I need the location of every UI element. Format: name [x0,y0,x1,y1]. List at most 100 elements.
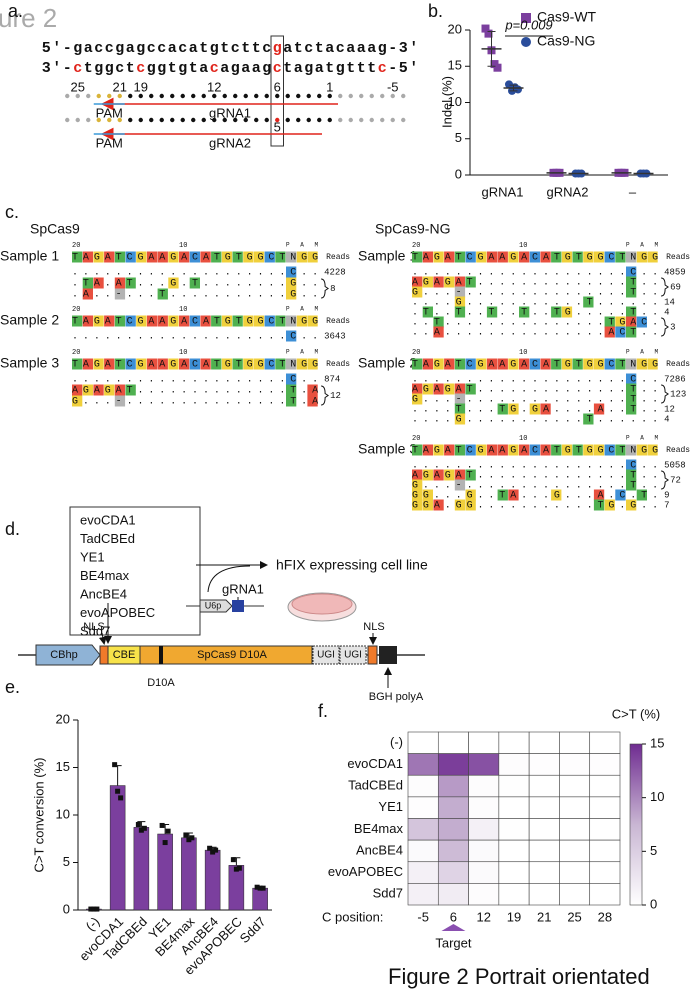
base-cell [636,316,647,328]
base-cell [604,326,615,338]
base-cell [636,251,647,263]
point [88,906,94,912]
point [159,822,165,828]
base-cell [433,499,444,511]
ruler-label: 20 [72,349,80,357]
sequence: ....................C.. [412,268,658,279]
base-cell [253,251,265,263]
read-count: 8 [330,284,335,294]
read-count: 4228 [324,267,346,277]
column-label: 25 [567,909,581,924]
base-cell [626,383,637,395]
brace [661,384,670,404]
heat-cell [437,818,469,841]
base-cell [519,444,530,456]
base-cell [433,444,444,456]
base-dot [212,93,217,99]
base-cell [422,306,433,318]
base-cell [626,459,637,471]
base-dot [117,93,122,99]
base-cell [412,251,423,263]
base-cell [626,373,637,385]
sequence: AGAGAT..............T.A [72,386,318,397]
column-label: 19 [507,909,521,924]
base-cell [422,489,433,501]
legend-label: Cas9-WT [537,9,597,25]
sample-name: Sample 1 [0,248,59,264]
y-tick-label: 20 [448,21,462,36]
base-dot [65,93,70,99]
base-dot [75,117,80,123]
base-cell [189,358,200,370]
base-cell [275,251,286,263]
base-cell [114,395,126,407]
sequence: G...-...............T.. [412,481,658,492]
base-dot [390,117,395,123]
base-dot [285,93,290,99]
base-cell [72,395,83,407]
bar [252,887,268,911]
editor-name: Sdd7 [80,623,110,638]
position-label: -5 [387,79,399,94]
heat-cell [528,883,560,906]
row-label: evoAPOBEC [328,864,403,879]
base-cell [626,479,637,491]
base-cell [626,469,637,481]
ugi [339,645,367,665]
base-cell [412,444,423,456]
base-cell [593,251,605,263]
base-cell [508,403,519,415]
sample-name: Sample 3 [358,441,417,457]
colorbar-tick-label: 0 [650,896,657,911]
base-cell [307,315,318,327]
base-cell [508,489,519,501]
base-dot [369,93,374,99]
grna-label: gRNA1 [222,581,264,596]
base-cell [497,489,508,501]
base-cell [583,251,594,263]
base-dot [96,93,101,99]
column-title: SpCas9 [30,221,80,237]
column-label: 21 [537,909,551,924]
bar [204,849,221,911]
point [236,865,242,871]
base-cell [551,251,562,263]
position-label: 25 [71,79,85,94]
base-cell [583,413,594,425]
column-label: -5 [417,909,429,924]
base-cell [433,469,444,481]
base-cell [157,315,168,327]
sequence: ....................C.. [72,268,318,279]
base-cell [615,358,626,370]
base-dot [86,93,91,99]
brace [661,277,670,297]
base-cell [125,277,136,289]
row-label: (-) [390,734,403,749]
base-cell [615,316,626,328]
base-dot [348,93,353,99]
base-cell [433,316,444,328]
base-cell [114,384,126,396]
base-cell [551,489,562,501]
base-cell [626,326,637,338]
brace [321,278,330,299]
base-cell [275,358,286,370]
editor-name: YE1 [80,549,105,564]
point [233,866,239,872]
error-bar [113,765,122,786]
base-dot [180,93,185,99]
heat-cell [528,839,560,863]
base-cell [454,358,466,370]
base-cell [647,358,658,370]
heat-cell [559,796,591,819]
base-cell [168,277,179,289]
base-cell [114,251,126,263]
sequence: .T..T..T..T..TG.....T.. [412,308,658,319]
heat-cell [528,774,560,798]
point [230,857,236,863]
y-tick-label: 15 [448,58,462,73]
base-cell [593,403,605,415]
base-cell [232,358,243,370]
base-cell [465,383,476,395]
brace [661,470,670,490]
